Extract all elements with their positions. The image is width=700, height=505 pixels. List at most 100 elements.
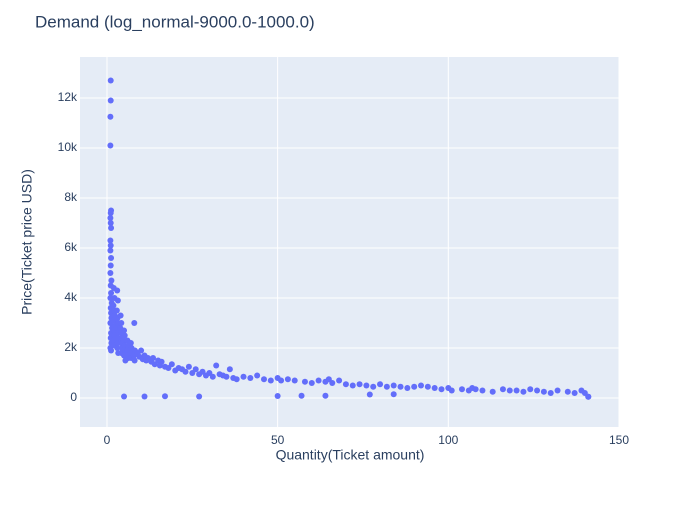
point [448,387,455,394]
point [534,387,541,394]
point [291,377,298,384]
point [284,376,291,383]
point [121,393,128,400]
point [585,393,592,400]
point [141,393,148,400]
point [418,382,425,389]
point [336,377,343,384]
point [110,302,117,309]
point [118,320,125,326]
point [107,142,114,149]
x-axis-title: Quantity(Ticket amount) [276,447,425,463]
point [247,375,254,381]
point [226,366,233,373]
point [107,270,114,276]
point [107,113,114,120]
point [114,297,121,304]
point [138,347,145,354]
point [185,363,192,370]
point [424,383,431,390]
y-tick-label: 0 [70,390,77,404]
point [182,368,189,375]
point [438,386,445,393]
point [121,327,128,334]
point [554,387,561,394]
point [489,388,496,395]
point [107,220,114,226]
point [161,393,168,400]
point [233,376,240,383]
point [108,290,115,296]
point [150,355,157,361]
point [274,393,281,399]
point [404,385,411,391]
point [107,215,114,221]
point [260,376,267,383]
point [397,383,404,390]
point [254,372,261,379]
point [114,287,121,294]
point [278,377,285,384]
x-tick-label: 50 [271,433,285,447]
point [213,362,220,369]
point [411,383,418,390]
point [117,312,124,319]
point [564,388,571,395]
point [107,77,114,84]
y-tick-label: 4k [64,290,78,304]
point [356,381,363,388]
point [499,386,506,393]
point [390,391,397,398]
x-tick-label: 150 [609,433,629,447]
point [513,387,520,394]
point [107,210,114,216]
point [315,377,322,384]
point [458,386,465,393]
point [107,262,114,269]
point [267,377,274,384]
point [390,382,397,389]
point [131,320,138,326]
point [108,277,115,284]
point [329,380,336,386]
point [121,332,128,339]
point [108,255,115,261]
point [527,386,534,393]
y-tick-label: 10k [58,140,78,154]
point [108,347,115,354]
point [520,388,527,395]
point [158,358,165,365]
point [383,383,390,390]
point [113,307,120,314]
point [506,387,513,394]
chart-title: Demand (log_normal-9000.0-1000.0) [35,12,315,31]
point [547,390,554,396]
point [107,242,114,249]
point [223,373,230,380]
point [571,390,578,396]
point [366,391,373,398]
point [107,237,114,244]
point [240,373,247,380]
point [107,97,114,104]
x-tick-label: 0 [104,433,111,447]
point [192,366,199,373]
y-tick-label: 12k [58,90,78,104]
point [472,386,479,393]
x-tick-label: 100 [438,433,458,447]
point [370,383,377,390]
y-axis-title: Price(Ticket price USD) [19,169,35,315]
plot-area [80,57,619,427]
point [349,382,356,389]
point [479,387,486,394]
point [107,247,114,254]
point [540,388,547,395]
point [301,378,308,385]
point [322,392,329,399]
point [209,373,216,380]
point [127,340,134,346]
point [168,361,175,368]
point [377,381,384,388]
point [342,381,349,388]
